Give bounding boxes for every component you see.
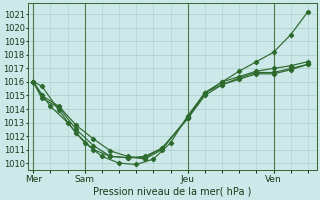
X-axis label: Pression niveau de la mer( hPa ): Pression niveau de la mer( hPa ) xyxy=(93,187,252,197)
